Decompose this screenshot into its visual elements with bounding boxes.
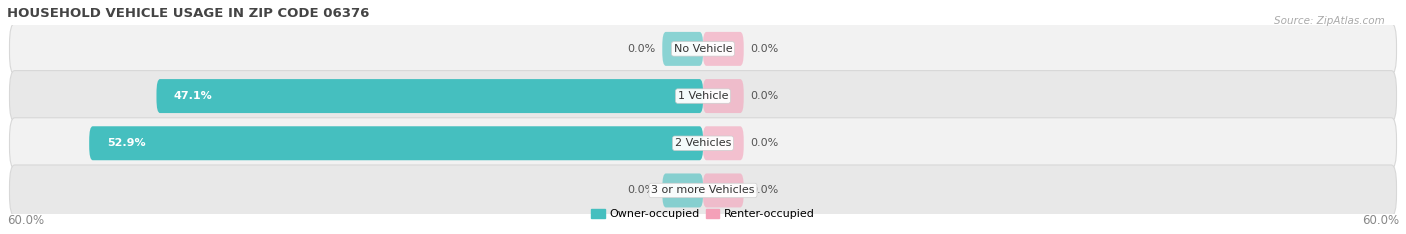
Text: 52.9%: 52.9% <box>107 138 145 148</box>
Text: 47.1%: 47.1% <box>174 91 212 101</box>
Text: 0.0%: 0.0% <box>751 138 779 148</box>
Text: 1 Vehicle: 1 Vehicle <box>678 91 728 101</box>
FancyBboxPatch shape <box>662 173 703 208</box>
FancyBboxPatch shape <box>10 23 1396 74</box>
Text: No Vehicle: No Vehicle <box>673 44 733 54</box>
Text: 0.0%: 0.0% <box>627 44 655 54</box>
FancyBboxPatch shape <box>703 173 744 208</box>
FancyBboxPatch shape <box>662 32 703 66</box>
FancyBboxPatch shape <box>703 79 744 113</box>
Text: 3 or more Vehicles: 3 or more Vehicles <box>651 186 755 195</box>
FancyBboxPatch shape <box>156 79 703 113</box>
Text: 0.0%: 0.0% <box>751 91 779 101</box>
Text: 0.0%: 0.0% <box>627 186 655 195</box>
FancyBboxPatch shape <box>703 126 744 160</box>
Text: HOUSEHOLD VEHICLE USAGE IN ZIP CODE 06376: HOUSEHOLD VEHICLE USAGE IN ZIP CODE 0637… <box>7 7 370 20</box>
Text: 2 Vehicles: 2 Vehicles <box>675 138 731 148</box>
Text: 60.0%: 60.0% <box>7 214 44 227</box>
FancyBboxPatch shape <box>703 32 744 66</box>
Text: Source: ZipAtlas.com: Source: ZipAtlas.com <box>1274 16 1385 26</box>
FancyBboxPatch shape <box>10 71 1396 121</box>
FancyBboxPatch shape <box>10 165 1396 216</box>
Text: 0.0%: 0.0% <box>751 186 779 195</box>
Legend: Owner-occupied, Renter-occupied: Owner-occupied, Renter-occupied <box>586 204 820 224</box>
Text: 60.0%: 60.0% <box>1362 214 1399 227</box>
Text: 0.0%: 0.0% <box>751 44 779 54</box>
FancyBboxPatch shape <box>10 118 1396 169</box>
FancyBboxPatch shape <box>89 126 703 160</box>
